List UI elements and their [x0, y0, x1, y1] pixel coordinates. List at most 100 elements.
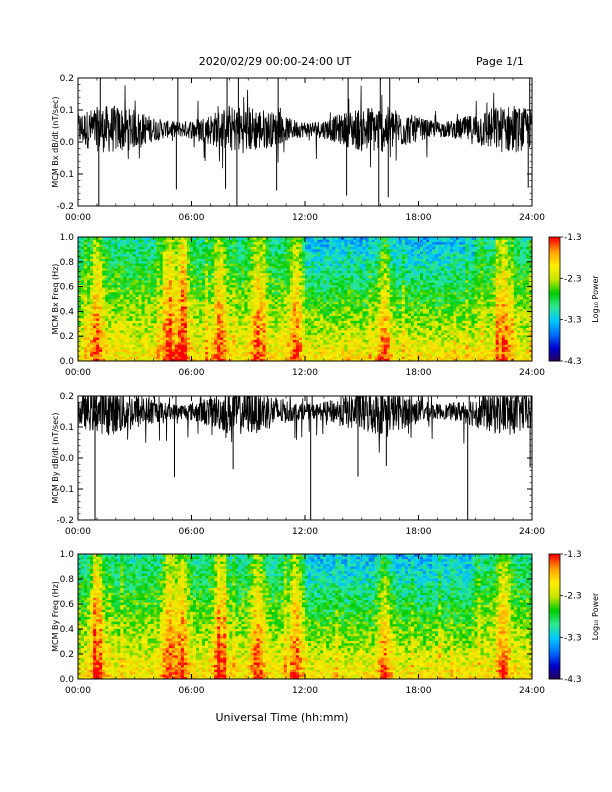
heatmap-cell	[329, 301, 333, 305]
heatmap-cell	[217, 351, 221, 355]
heatmap-cell	[162, 320, 167, 324]
heatmap-cell	[202, 287, 206, 290]
heatmap-cell	[78, 353, 82, 357]
heatmap-cell	[183, 320, 188, 324]
heatmap-cell	[196, 241, 200, 245]
heatmap-cell	[286, 310, 291, 314]
heatmap-cell	[177, 279, 182, 283]
heatmap-cell	[99, 268, 103, 271]
heatmap-cell	[226, 253, 230, 257]
heatmap-cell	[226, 339, 230, 343]
heatmap-cell	[320, 258, 324, 262]
heatmap-cell	[353, 346, 357, 350]
heatmap-cell	[84, 330, 88, 333]
heatmap-cell	[196, 239, 200, 243]
heatmap-cell	[308, 239, 312, 243]
heatmap-cell	[271, 279, 276, 283]
heatmap-cell	[301, 332, 306, 336]
heatmap-cell	[99, 246, 103, 250]
heatmap-cell	[135, 244, 139, 247]
heatmap-cell	[311, 358, 315, 362]
heatmap-cell	[247, 239, 251, 243]
heatmap-cell	[317, 346, 321, 350]
heatmap-cell	[289, 248, 294, 252]
heatmap-cell	[90, 270, 94, 274]
heatmap-cell	[90, 358, 94, 362]
heatmap-cell	[311, 322, 315, 326]
heatmap-cell	[232, 277, 236, 281]
heatmap-cell	[305, 277, 309, 281]
heatmap-cell	[138, 308, 142, 312]
heatmap-cell	[183, 303, 188, 307]
heatmap-cell	[274, 260, 279, 264]
heatmap-cell	[153, 239, 158, 243]
heatmap-cell	[353, 349, 357, 352]
heatmap-cell	[217, 330, 221, 333]
heatmap-cell	[123, 325, 127, 329]
heatmap-cell	[156, 277, 161, 281]
heatmap-cell	[338, 263, 342, 267]
heatmap-cell	[320, 294, 324, 298]
heatmap-cell	[132, 353, 136, 357]
heatmap-cell	[186, 310, 191, 314]
heatmap-cell	[253, 282, 257, 286]
heatmap-cell	[180, 339, 185, 343]
heatmap-cell	[87, 308, 91, 312]
heatmap-cell	[208, 246, 212, 250]
heatmap-cell	[314, 237, 318, 240]
heatmap-cell	[211, 265, 215, 269]
heatmap-cell	[335, 327, 339, 331]
heatmap-cell	[150, 284, 155, 288]
heatmap-cell	[132, 330, 136, 333]
heatmap-cell	[295, 282, 300, 286]
heatmap-cell	[286, 301, 291, 305]
heatmap-cell	[141, 251, 145, 255]
heatmap-cell	[129, 356, 133, 360]
heatmap-cell	[298, 299, 303, 302]
heatmap-cell	[335, 356, 339, 360]
heatmap-cell	[271, 239, 276, 243]
heatmap-cell	[153, 275, 158, 278]
heatmap-cell	[235, 337, 239, 340]
heatmap-cell	[135, 306, 139, 309]
heatmap-cell	[208, 275, 212, 278]
heatmap-cell	[189, 334, 194, 338]
heatmap-cell	[183, 349, 188, 352]
y-tick-label: 0.2	[60, 74, 74, 84]
heatmap-cell	[277, 330, 282, 333]
heatmap-cell	[320, 244, 324, 247]
heatmap-cell	[229, 282, 233, 286]
heatmap-cell	[217, 344, 221, 348]
heatmap-cell	[253, 263, 257, 267]
heatmap-cell	[350, 289, 354, 293]
heatmap-cell	[320, 272, 324, 276]
heatmap-cell	[244, 275, 248, 278]
heatmap-cell	[268, 299, 273, 302]
heatmap-cell	[177, 265, 182, 269]
heatmap-cell	[271, 272, 276, 276]
heatmap-cell	[268, 320, 273, 324]
heatmap-cell	[268, 277, 273, 281]
heatmap-cell	[90, 296, 94, 300]
heatmap-cell	[120, 263, 124, 267]
heatmap-cell	[253, 258, 257, 262]
heatmap-cell	[344, 332, 348, 336]
heatmap-cell	[280, 270, 285, 274]
heatmap-cell	[183, 270, 188, 274]
heatmap-cell	[244, 291, 248, 295]
heatmap-cell	[174, 291, 179, 295]
heatmap-cell	[277, 356, 282, 360]
heatmap-cell	[323, 270, 327, 274]
heatmap-cell	[168, 237, 173, 240]
heatmap-cell	[350, 263, 354, 267]
heatmap-cell	[196, 303, 200, 307]
heatmap-cell	[147, 294, 152, 298]
heatmap-cell	[232, 251, 236, 255]
heatmap-cell	[350, 241, 354, 245]
heatmap-cell	[338, 299, 342, 302]
heatmap-cell	[193, 251, 197, 255]
heatmap-cell	[159, 303, 164, 307]
heatmap-cell	[262, 272, 267, 276]
heatmap-cell	[286, 268, 291, 271]
heatmap-cell	[320, 284, 324, 288]
